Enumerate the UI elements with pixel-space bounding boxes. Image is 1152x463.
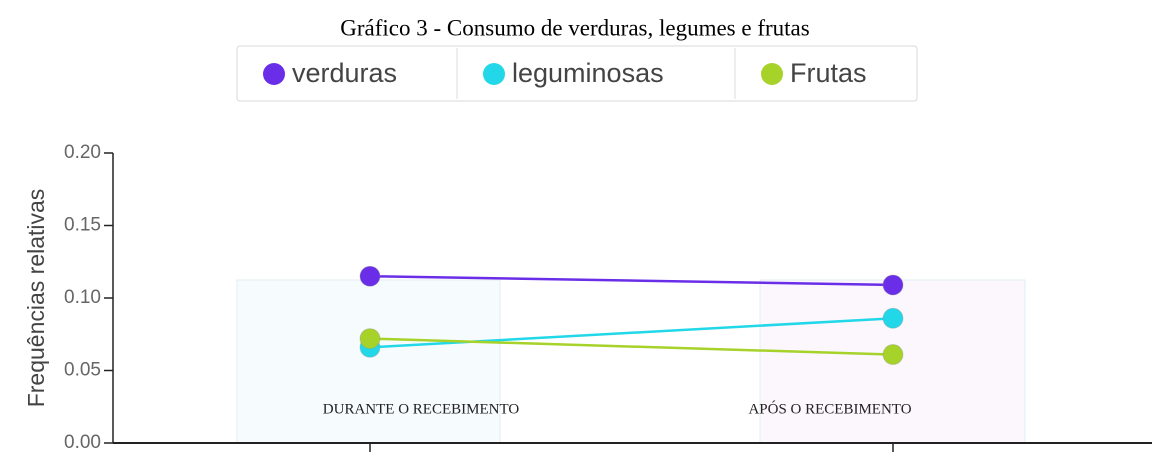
point [882, 307, 904, 329]
legend-marker [761, 63, 783, 85]
y-tick-label: 0.15 [64, 215, 101, 236]
y-tick-label: 0.20 [64, 142, 101, 163]
y-axis-label: Frequências relativas [23, 189, 49, 408]
y-tick-label: 0.10 [64, 287, 101, 308]
legend-label: Frutas [790, 58, 867, 88]
point [882, 274, 904, 296]
x-tick-label: APÓS O RECEBIMENTO [748, 400, 911, 417]
y-tick-label: 0.05 [64, 360, 101, 381]
point [882, 344, 904, 366]
panel [236, 279, 501, 444]
series-line [369, 337, 894, 356]
y-tick-label: 0.00 [64, 432, 101, 453]
x-tick-label: DURANTE O RECEBIMENTO [323, 401, 520, 417]
legend-marker [263, 63, 285, 85]
series-line [369, 275, 894, 287]
legend-label: leguminosas [512, 58, 664, 88]
legend-marker [483, 63, 505, 85]
chart-title: Gráfico 3 - Consumo de verduras, legumes… [340, 15, 809, 40]
legend-label: verduras [292, 58, 397, 88]
point [359, 265, 381, 287]
legend-box [236, 45, 918, 102]
point [359, 328, 381, 350]
